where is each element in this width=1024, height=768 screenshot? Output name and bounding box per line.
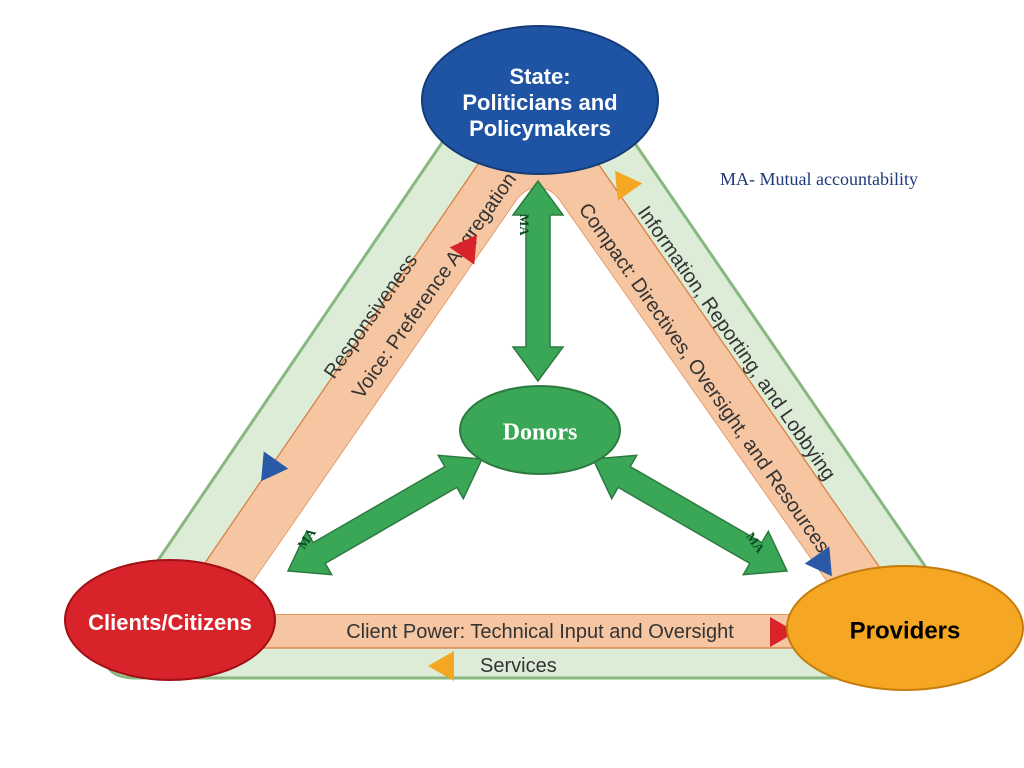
svg-text:MA: MA (517, 214, 532, 236)
legend-text: MA- Mutual accountability (720, 169, 918, 189)
svg-text:State:: State: (509, 64, 570, 89)
svg-text:Providers: Providers (850, 617, 961, 644)
svg-text:Services: Services (480, 655, 557, 677)
state-node: State: Politicians and Policymakers (422, 26, 658, 174)
bottom-inner-band: Client Power: Technical Input and Oversi… (346, 617, 796, 647)
svg-text:Politicians and: Politicians and (462, 90, 617, 115)
bottom-outer-band: Services (428, 651, 557, 681)
svg-text:Client Power: Technical Input: Client Power: Technical Input and Oversi… (346, 621, 734, 643)
svg-text:Policymakers: Policymakers (469, 116, 611, 141)
diagram-canvas: Responsiveness Voice: Preference Aggrega… (0, 0, 1024, 768)
svg-text:Clients/Citizens: Clients/Citizens (88, 610, 252, 635)
clients-node: Clients/Citizens (65, 560, 275, 680)
providers-node: Providers (787, 566, 1023, 690)
donors-node: Donors (460, 386, 620, 474)
svg-text:Donors: Donors (503, 420, 578, 446)
